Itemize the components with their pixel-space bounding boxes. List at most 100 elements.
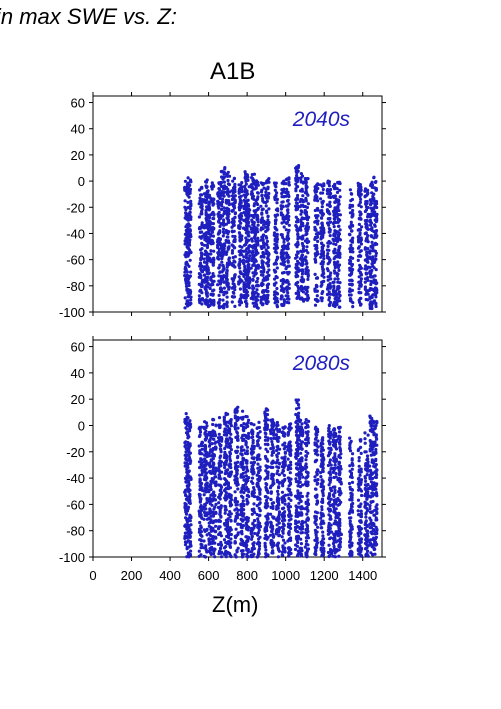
- data-point: [222, 206, 226, 210]
- data-point: [273, 188, 277, 192]
- data-point: [282, 195, 286, 199]
- data-point: [358, 210, 362, 214]
- data-point: [336, 206, 340, 210]
- data-point: [270, 450, 274, 455]
- data-point: [332, 195, 336, 199]
- data-point: [184, 284, 189, 288]
- data-point: [333, 247, 337, 251]
- data-point: [269, 497, 273, 501]
- data-point: [332, 242, 336, 246]
- data-point: [188, 519, 192, 523]
- data-point: [223, 463, 227, 467]
- data-point: [282, 465, 286, 470]
- data-point: [337, 224, 341, 228]
- data-point: [286, 467, 290, 472]
- data-point: [256, 263, 260, 267]
- data-point: [250, 435, 254, 440]
- data-point: [208, 438, 212, 442]
- data-point: [276, 447, 280, 451]
- data-point: [218, 281, 222, 285]
- data-point: [299, 263, 303, 267]
- data-point: [270, 461, 274, 465]
- data-point: [218, 510, 222, 515]
- data-point: [360, 225, 364, 229]
- data-point: [207, 216, 212, 220]
- data-point: [287, 531, 291, 535]
- data-point: [256, 180, 260, 184]
- data-point: [296, 489, 300, 493]
- data-point: [220, 214, 225, 218]
- data-point: [295, 169, 299, 173]
- data-point: [256, 236, 260, 240]
- data-point: [231, 282, 235, 286]
- data-point: [288, 537, 292, 541]
- data-point: [239, 490, 243, 494]
- data-point: [287, 183, 291, 187]
- data-point: [315, 207, 319, 211]
- data-point: [265, 243, 269, 247]
- data-point: [187, 187, 191, 191]
- data-point: [246, 487, 250, 491]
- data-point: [198, 272, 202, 277]
- data-point: [287, 177, 291, 181]
- data-point: [242, 193, 246, 197]
- x-tick-label: 400: [159, 568, 181, 583]
- data-point: [200, 444, 204, 448]
- data-point: [313, 272, 317, 276]
- data-point: [248, 254, 252, 258]
- data-point: [212, 288, 216, 292]
- data-point: [217, 191, 221, 195]
- data-point: [277, 429, 281, 433]
- data-point: [202, 224, 206, 228]
- data-point: [188, 444, 192, 448]
- data-point: [271, 551, 275, 555]
- data-point: [239, 512, 243, 516]
- data-point: [304, 262, 308, 266]
- data-point: [224, 460, 228, 464]
- data-point: [296, 229, 300, 233]
- data-point: [295, 513, 299, 517]
- data-point: [249, 447, 253, 451]
- data-point: [366, 247, 370, 251]
- data-point: [223, 523, 227, 527]
- data-point: [276, 439, 280, 443]
- data-point: [301, 279, 305, 283]
- data-point: [185, 270, 189, 274]
- data-point: [275, 236, 279, 240]
- data-point: [269, 491, 273, 495]
- data-point: [275, 256, 280, 260]
- data-point: [241, 518, 246, 522]
- data-point: [253, 518, 257, 523]
- data-point: [234, 527, 238, 531]
- data-point: [197, 554, 201, 559]
- data-point: [285, 235, 289, 239]
- data-point: [232, 277, 236, 281]
- data-point: [227, 427, 231, 431]
- data-point: [202, 539, 206, 543]
- x-tick-label: 1400: [348, 568, 377, 583]
- data-point: [368, 265, 372, 269]
- data-point: [316, 222, 320, 226]
- data-point: [329, 195, 333, 200]
- data-point: [238, 260, 242, 264]
- data-point: [210, 282, 214, 286]
- data-point: [211, 263, 215, 267]
- data-point: [211, 464, 215, 468]
- data-point: [322, 182, 326, 186]
- data-point: [198, 230, 202, 234]
- data-point: [211, 461, 216, 465]
- y-tick-label: -100: [59, 305, 85, 320]
- data-point: [200, 185, 204, 189]
- data-point: [372, 211, 376, 215]
- data-point: [264, 528, 268, 532]
- data-point: [295, 255, 299, 259]
- data-point: [269, 505, 273, 509]
- data-point: [306, 293, 310, 297]
- data-point: [235, 473, 239, 477]
- data-point: [206, 213, 210, 217]
- data-point: [222, 175, 226, 179]
- data-point: [199, 284, 203, 288]
- data-point: [236, 415, 240, 420]
- data-point: [313, 235, 317, 240]
- data-point: [256, 294, 260, 298]
